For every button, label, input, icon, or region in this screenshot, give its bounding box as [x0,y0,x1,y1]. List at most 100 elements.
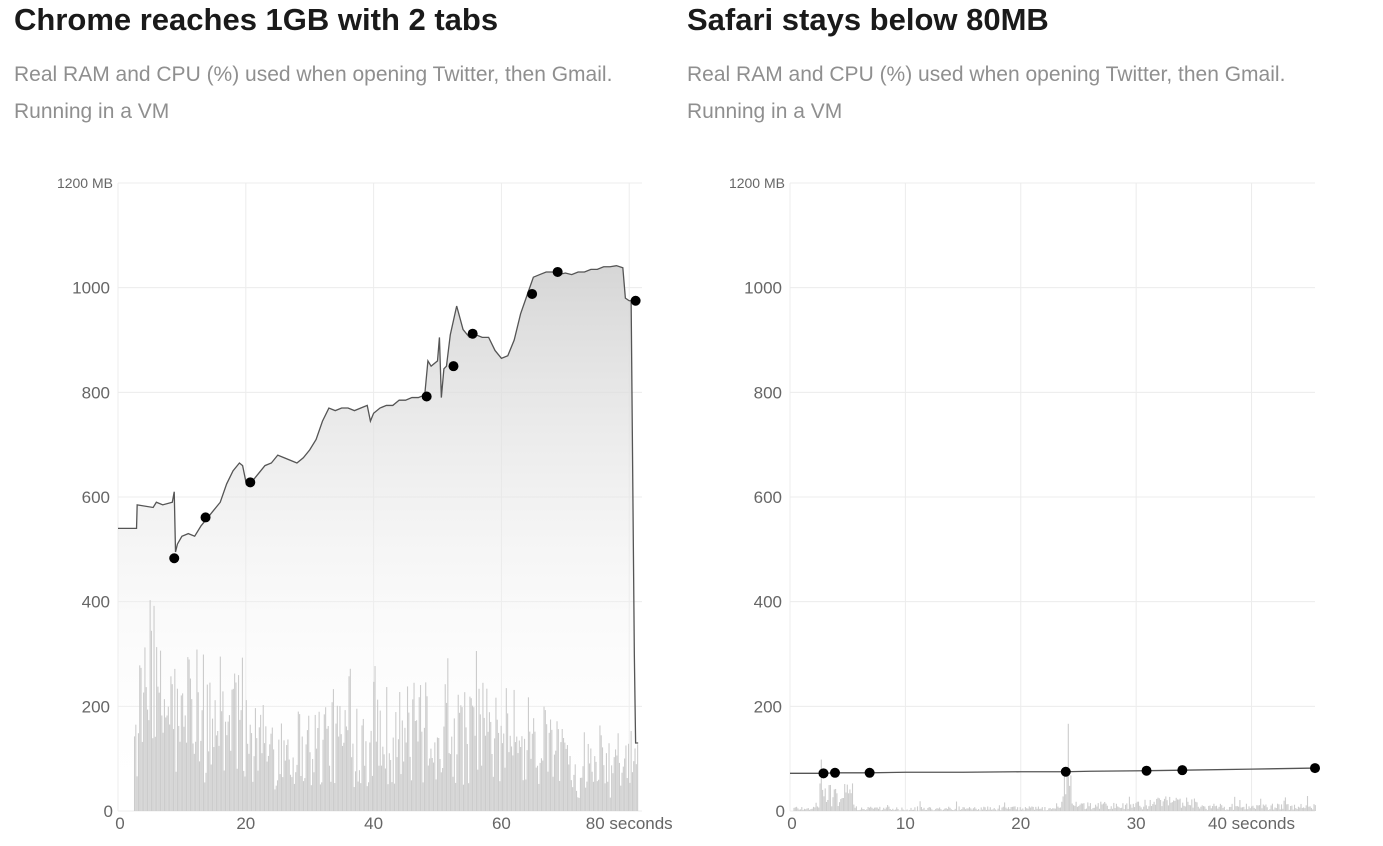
cpu-bar [883,807,885,811]
cpu-bar [1031,806,1033,811]
cpu-bar [1183,805,1185,811]
cpu-bar [1011,806,1013,811]
cpu-bar [1014,806,1016,811]
cpu-bar [1045,810,1047,811]
cpu-bar [180,695,182,811]
x-tick-label: 0 [787,814,796,833]
cpu-bar [1212,806,1214,811]
cpu-bar [952,810,954,811]
cpu-bar [1171,802,1173,811]
cpu-bar [591,771,593,811]
cpu-bar [481,765,483,811]
cpu-bar [577,797,579,811]
cpu-bar [1228,806,1231,811]
cpu-bar [292,757,294,811]
cpu-bar [153,605,155,811]
cpu-bar [304,778,306,811]
cpu-bar [501,743,503,811]
cpu-bar [1100,801,1102,811]
cpu-bar [818,807,820,811]
cpu-bar [1314,805,1316,811]
cpu-bar [1167,805,1169,811]
cpu-bar [204,782,206,811]
cpu-bar [872,808,874,811]
cpu-bar [275,785,277,811]
y-tick-label: 1000 [744,279,782,298]
cpu-bar [922,809,924,811]
cpu-bar [1215,805,1218,811]
cpu-bar [898,810,900,811]
cpu-bar [146,709,149,811]
cpu-bar [1082,803,1084,811]
cpu-bar [527,697,529,811]
cpu-bar [189,678,191,811]
cpu-bar [417,741,419,811]
cpu-bar [150,630,152,811]
cpu-bar [1217,808,1219,811]
cpu-bar [1036,808,1038,811]
cpu-bar [386,687,388,811]
cpu-bar [1135,803,1137,811]
cpu-bar [270,733,272,811]
cpu-bar [260,714,262,811]
cpu-bar [257,770,259,811]
cpu-bar [941,810,943,811]
cpu-bar [490,721,492,811]
cpu-bar [284,760,286,811]
cpu-bar [1223,806,1225,811]
cpu-bar [430,748,432,811]
cpu-bar [868,807,870,811]
cpu-bar [620,785,622,811]
cpu-bar [946,808,948,811]
cpu-bar [308,715,310,811]
cpu-bar [604,783,606,811]
cpu-bar [373,681,375,811]
cpu-bar [361,725,363,811]
cpu-bar [968,807,971,811]
cpu-bar [1079,804,1081,811]
cpu-bar [500,725,502,811]
cpu-bar [957,810,959,811]
cpu-bar [1053,808,1055,811]
cpu-bar [559,780,561,811]
cpu-bar [819,783,821,811]
cpu-bar [443,726,445,811]
cpu-bar [1187,801,1189,811]
cpu-bar [1184,806,1186,811]
cpu-bar [1091,809,1093,811]
cpu-bar [266,761,268,811]
cpu-bar [871,807,873,811]
cpu-bar [1101,804,1103,811]
cpu-bar [1214,806,1216,811]
cpu-bar [954,808,956,811]
cpu-bar [1174,800,1176,811]
cpu-bar [299,714,301,811]
cpu-bar [202,654,204,811]
cpu-bar [1162,801,1164,811]
cpu-bar [162,732,164,811]
cpu-bar [812,806,815,811]
cpu-bar [970,808,972,811]
cpu-bar [617,733,619,811]
x-tick-label: 20 [236,814,255,833]
cpu-bar [608,743,610,811]
cpu-bar [468,783,470,811]
cpu-bar [1280,804,1283,811]
cpu-bar [247,743,249,811]
cpu-bar [234,673,236,811]
cpu-bar [1096,806,1098,811]
cpu-bar [1075,801,1077,811]
y-tick-label: 400 [82,593,110,612]
cpu-bar [231,689,233,811]
cpu-bar [248,753,250,811]
cpu-bar [379,710,381,811]
cpu-bar [630,731,632,811]
cpu-bar [410,780,412,811]
cpu-bar [1145,805,1147,811]
cpu-bar [319,784,321,811]
cpu-bar [1197,806,1199,811]
cpu-bar [201,710,203,811]
cpu-bar [406,686,409,811]
cpu-bar [928,807,930,811]
cpu-bar [315,748,318,811]
